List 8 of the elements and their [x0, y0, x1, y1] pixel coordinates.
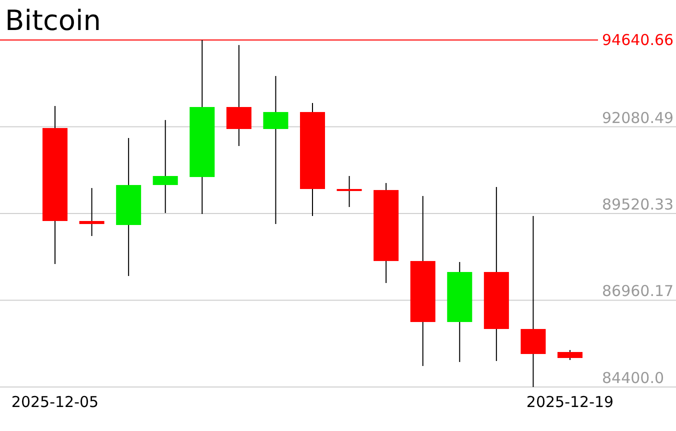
y-tick-label: 86960.17: [602, 282, 674, 300]
x-tick-label: 2025-12-19: [526, 393, 614, 411]
y-tick-label: 84400.0: [602, 369, 664, 387]
x-tick-label: 2025-12-05: [11, 393, 99, 411]
ref-line-label: 94640.66: [602, 31, 674, 49]
y-tick-label: 89520.33: [602, 196, 674, 214]
y-tick-label: 92080.49: [602, 108, 674, 127]
chart-title: Bitcoin: [5, 4, 102, 37]
